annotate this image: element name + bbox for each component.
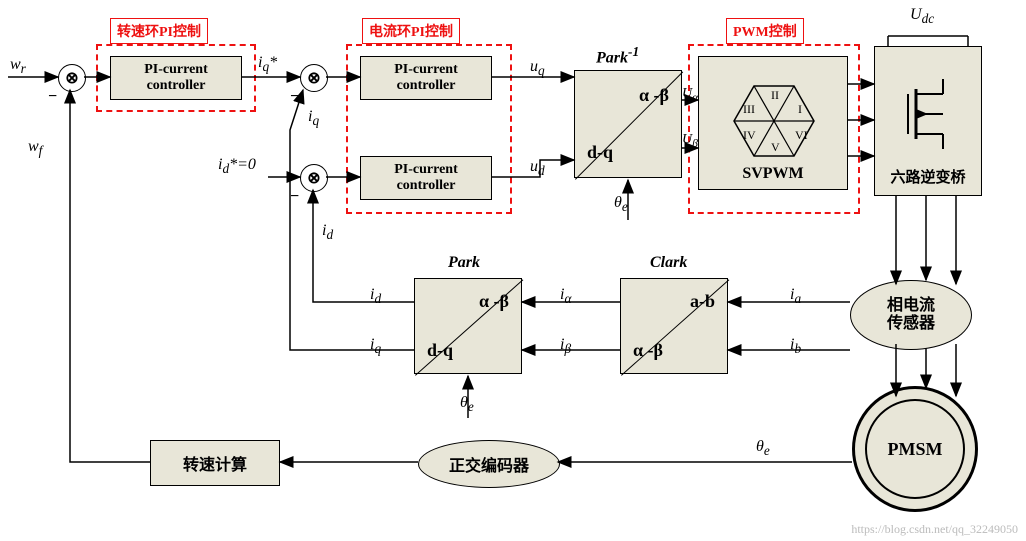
wires — [0, 0, 1026, 541]
watermark: https://blog.csdn.net/qq_32249050 — [851, 522, 1018, 537]
